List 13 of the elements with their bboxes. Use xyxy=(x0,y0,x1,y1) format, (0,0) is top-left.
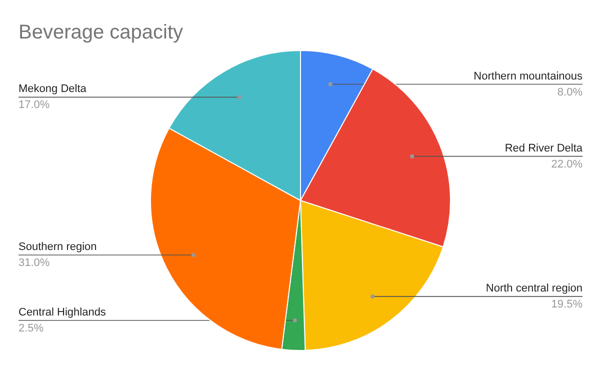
slice-label: Mekong Delta xyxy=(18,83,88,96)
slice-label: Red River Delta xyxy=(504,142,584,154)
data-label: 2.5% xyxy=(18,322,44,334)
slice-label: Central Highlands xyxy=(18,306,106,318)
data-label: 8.0% xyxy=(557,86,583,98)
data-label: 31.0% xyxy=(18,256,50,269)
slice-label: Southern region xyxy=(18,240,97,253)
data-label: 22.0% xyxy=(551,158,583,170)
slice-label: North central region xyxy=(486,282,583,294)
chart-title: Beverage capacity xyxy=(18,22,184,44)
slice-label: Northern mountainous xyxy=(474,70,583,82)
data-label: 19.5% xyxy=(551,298,583,310)
data-label: 17.0% xyxy=(18,99,50,112)
